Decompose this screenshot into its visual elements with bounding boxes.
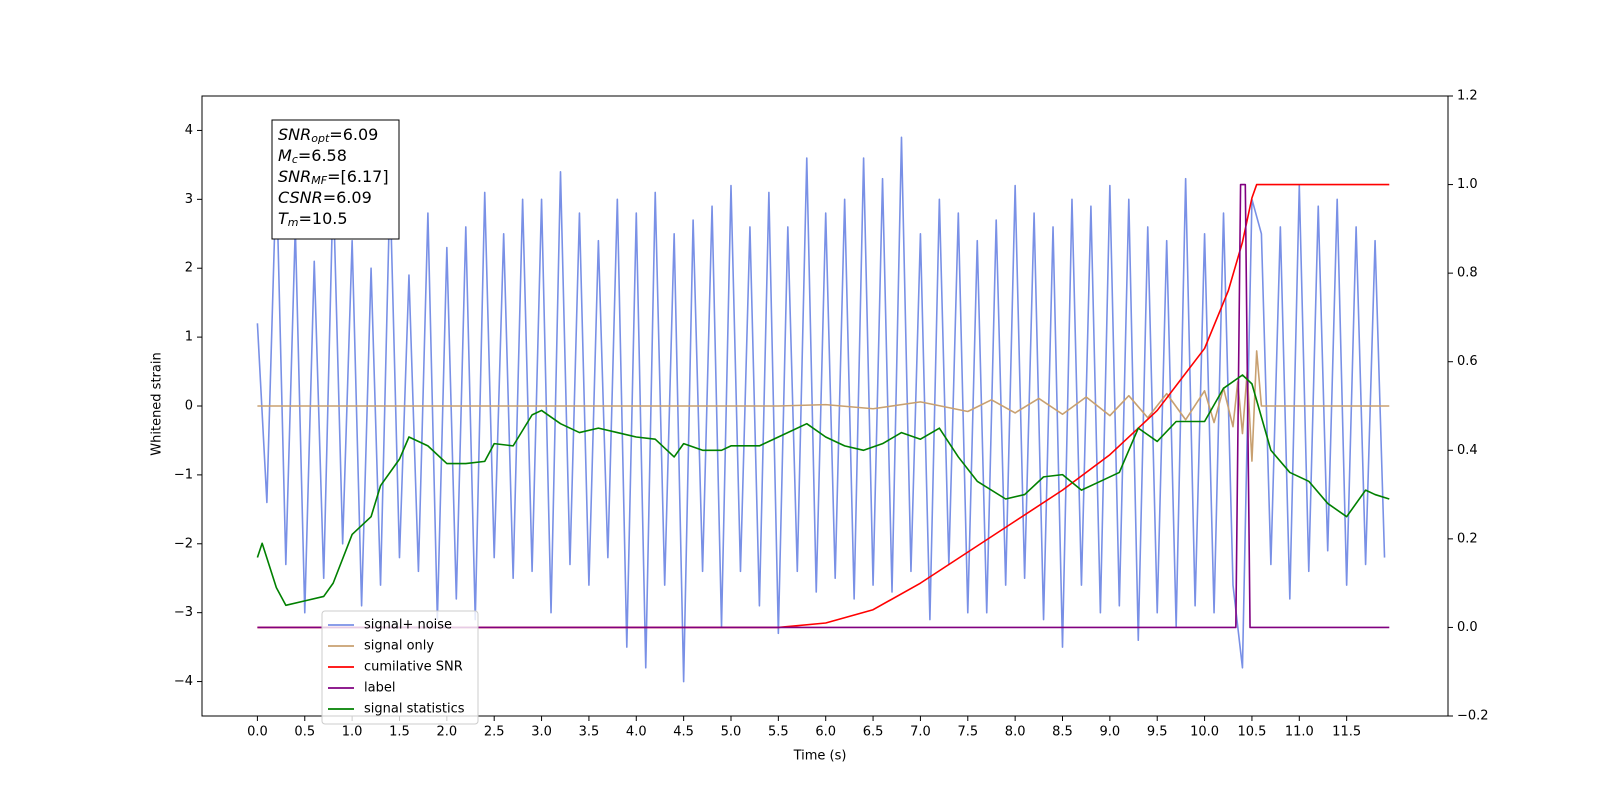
x-tick-label: 10.0 <box>1190 725 1219 740</box>
legend-label: signal statistics <box>364 702 465 717</box>
x-tick-label: 2.0 <box>436 725 457 740</box>
y-tick-label: 3 <box>185 192 193 207</box>
series-line <box>257 183 1390 629</box>
x-axis-label: Time (s) <box>793 749 847 764</box>
y-tick-label: 1 <box>185 330 193 345</box>
y2-tick-label: −0.2 <box>1457 709 1489 724</box>
annotation-text: SNRopt=6.09 <box>278 125 378 146</box>
y-tick-label: 4 <box>185 123 193 138</box>
x-tick-label: 5.5 <box>768 725 789 740</box>
annotation-main: SNR <box>278 167 311 186</box>
y2-tick-label: 1.0 <box>1457 177 1478 192</box>
y2-tick-label: 0.6 <box>1457 354 1478 369</box>
series-line <box>256 136 1386 683</box>
annotation-rest: =6.09 <box>323 188 372 207</box>
y2-tick-label: 1.2 <box>1457 89 1478 104</box>
y2-tick-label: 0.2 <box>1457 531 1478 546</box>
y-tick-label: −4 <box>174 674 193 689</box>
y2-tick-label: 0.0 <box>1457 620 1478 635</box>
x-tick-label: 6.5 <box>863 725 884 740</box>
legend-box <box>321 610 479 725</box>
x-tick-label: 1.5 <box>389 725 410 740</box>
annotation-rest: =6.58 <box>298 146 347 165</box>
x-tick-label: 8.5 <box>1052 725 1073 740</box>
x-tick-label: 7.5 <box>957 725 978 740</box>
annotation-sub: MF <box>311 174 327 187</box>
x-tick-label: 10.5 <box>1237 725 1266 740</box>
x-tick-label: 3.0 <box>531 725 552 740</box>
annotation-rest: =10.5 <box>299 209 348 228</box>
annotation-text: CSNR=6.09 <box>278 188 372 207</box>
y2-tick-label: 0.4 <box>1457 443 1478 458</box>
annotation-main: T <box>278 209 289 228</box>
y-tick-label: −1 <box>174 467 193 482</box>
annotation-sub: m <box>288 216 299 229</box>
x-tick-label: 2.5 <box>484 725 505 740</box>
x-tick-label: 5.0 <box>721 725 742 740</box>
annotation-rest: =[6.17] <box>327 167 389 186</box>
y-tick-label: 0 <box>185 399 193 414</box>
x-tick-label: 1.0 <box>342 725 363 740</box>
x-tick-label: 0.0 <box>247 725 268 740</box>
annotation-rest: =6.09 <box>329 125 378 144</box>
x-tick-label: 4.0 <box>626 725 647 740</box>
series-line <box>256 374 1390 607</box>
annotation-box <box>271 119 400 240</box>
annotation-text: Tm=10.5 <box>278 209 348 230</box>
x-tick-label: 7.0 <box>910 725 931 740</box>
x-tick-label: 3.5 <box>579 725 600 740</box>
series-line <box>257 350 1390 462</box>
y2-tick-label: 0.8 <box>1457 266 1478 281</box>
legend-label: signal only <box>364 639 434 654</box>
annotation-sub: opt <box>311 132 330 145</box>
y-axis-label: Whitened strain <box>150 352 165 455</box>
annotation-main: M <box>278 146 292 165</box>
series-line <box>257 183 1390 629</box>
x-tick-label: 11.5 <box>1332 725 1361 740</box>
legend-label: cumilative SNR <box>364 660 463 675</box>
annotation-text: SNRMF=[6.17] <box>278 167 389 188</box>
x-tick-label: 9.0 <box>1100 725 1121 740</box>
y-tick-label: 2 <box>185 261 193 276</box>
x-tick-label: 9.5 <box>1147 725 1168 740</box>
y-tick-label: −3 <box>174 605 193 620</box>
x-tick-label: 0.5 <box>294 725 315 740</box>
annotation-main: SNR <box>278 125 311 144</box>
legend-label: signal+ noise <box>364 618 452 633</box>
annotation-main: CSNR <box>278 188 323 207</box>
y-tick-label: −2 <box>174 536 193 551</box>
x-tick-label: 11.0 <box>1285 725 1314 740</box>
legend-label: label <box>364 681 395 696</box>
x-tick-label: 8.0 <box>1005 725 1026 740</box>
x-tick-label: 6.0 <box>815 725 836 740</box>
annotation-text: Mc=6.58 <box>278 146 347 167</box>
annotation-sub: c <box>292 153 298 166</box>
x-tick-label: 4.5 <box>673 725 694 740</box>
